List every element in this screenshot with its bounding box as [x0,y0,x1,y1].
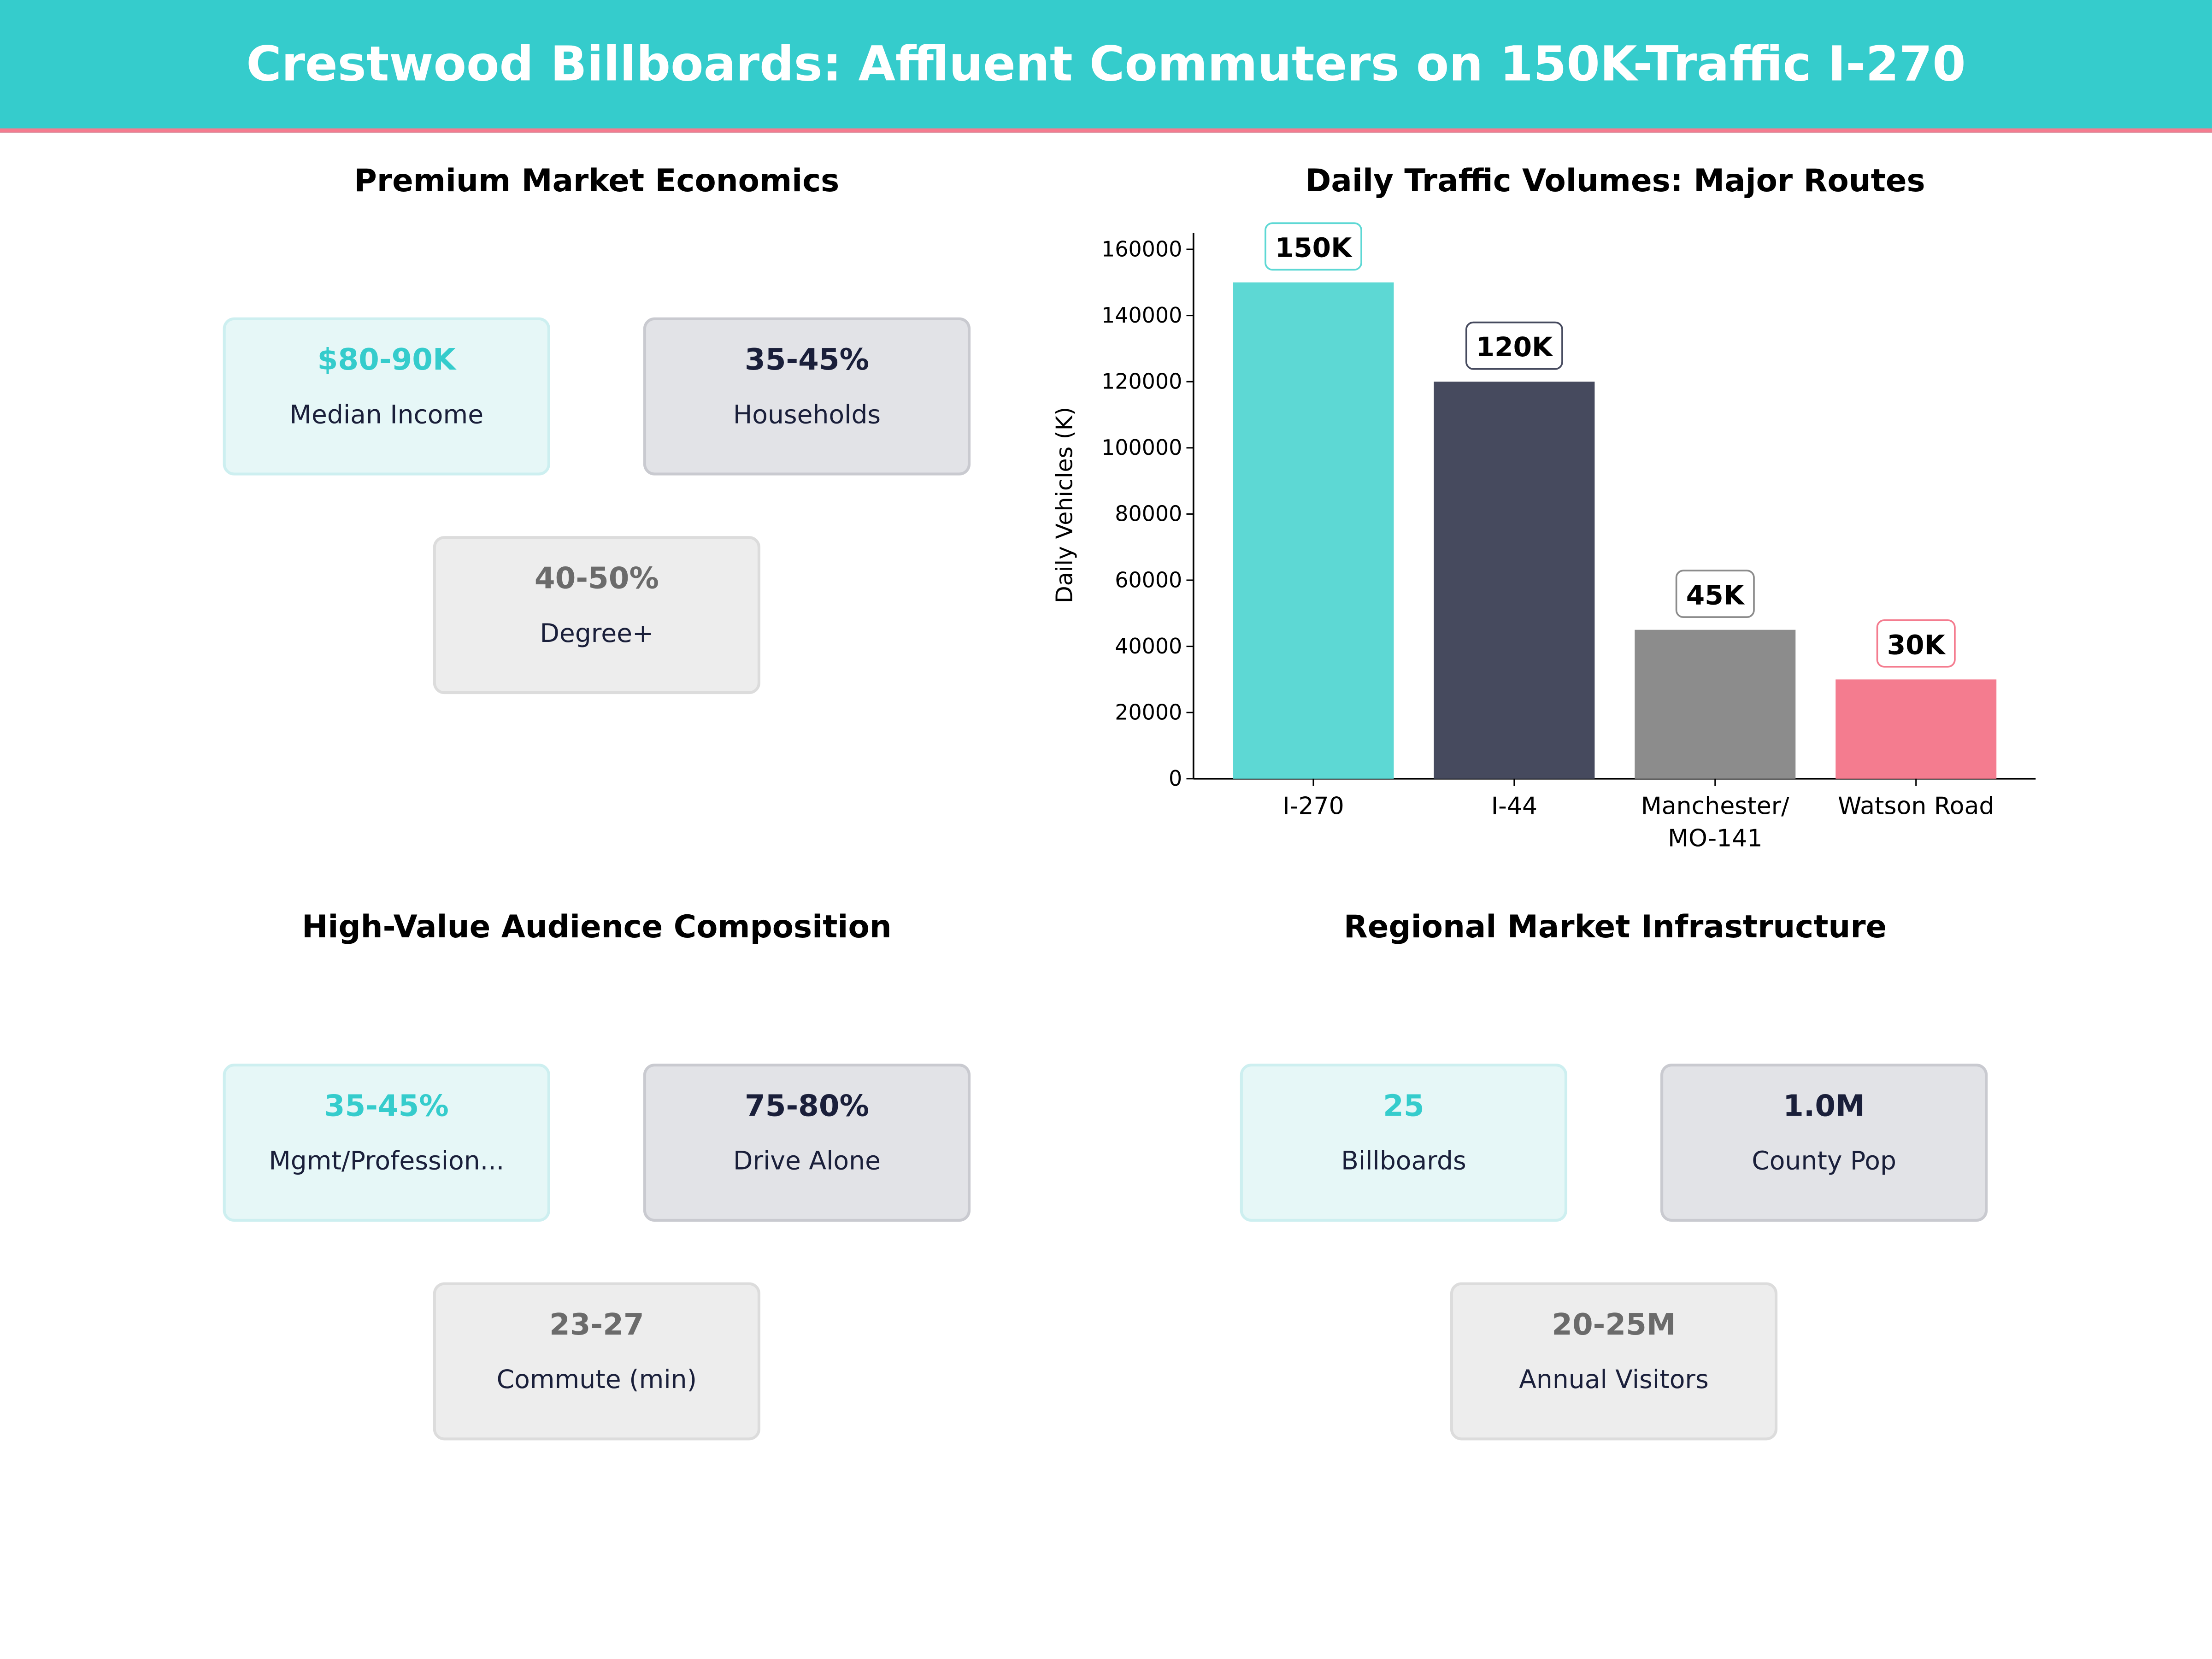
audience-title: High-Value Audience Composition [302,911,892,946]
infrastructure-title: Regional Market Infrastructure [1343,911,1887,946]
x-tick-label: I-270 [1282,792,1344,820]
metric-value: 35-45% [744,342,870,377]
metric-label: Commute (min) [496,1365,697,1395]
metric-value: 25 [1383,1089,1424,1123]
metric-card-mgmt: 35-45% Mgmt/Profession... [223,1064,550,1222]
y-tick-label: 120000 [1101,369,1182,394]
metric-card-degree: 40-50% Degree+ [433,536,760,694]
y-tick-label: 20000 [1115,700,1182,724]
y-axis-label: Daily Vehicles (K) [1052,407,1078,603]
economics-title: Premium Market Economics [354,164,840,200]
header-banner: Crestwood Billboards: Affluent Commuters… [0,0,2212,133]
metric-label: Median Income [289,400,484,430]
metric-value: 1.0M [1783,1089,1865,1123]
data-label: 45K [1686,580,1745,611]
chart-title: Daily Traffic Volumes: Major Routes [1305,164,1925,200]
y-tick-label: 160000 [1101,236,1182,261]
metric-card-households: 35-45% Households [643,317,971,476]
x-tick-label: MO-141 [1668,825,1762,853]
y-tick-label: 140000 [1101,303,1182,328]
data-label-box [1675,570,1755,618]
metric-value: 20-25M [1552,1307,1676,1342]
data-label-box [1876,619,1956,668]
data-label-box [1465,321,1563,370]
y-tick-label: 100000 [1101,435,1182,460]
x-tick-label: Manchester/ [1641,792,1789,820]
metric-card-drive-alone: 75-80% Drive Alone [643,1064,971,1222]
y-tick-label: 60000 [1115,567,1182,592]
data-label: 30K [1887,629,1946,660]
x-tick-label: Watson Road [1838,792,1994,820]
metric-label: Households [733,400,881,430]
y-tick-label: 0 [1169,766,1182,791]
metric-label: Billboards [1341,1147,1466,1177]
y-tick-label: 40000 [1115,634,1182,659]
metric-label: Drive Alone [733,1147,881,1177]
page-title: Crestwood Billboards: Affluent Commuters… [246,36,1966,93]
bar-2 [1635,629,1796,779]
metric-value: 40-50% [534,561,659,595]
y-tick-label: 80000 [1115,501,1182,526]
x-tick-label: I-44 [1491,792,1537,820]
bar-1 [1434,382,1595,779]
metric-card-billboards: 25 Billboards [1240,1064,1567,1222]
metric-card-county-pop: 1.0M County Pop [1660,1064,1988,1222]
metric-card-median-income: $80-90K Median Income [223,317,550,476]
metric-label: Degree+ [540,619,654,649]
bar-3 [1835,679,1997,779]
metric-card-visitors: 20-25M Annual Visitors [1450,1282,1778,1441]
metric-value: 23-27 [549,1307,644,1342]
metric-card-commute: 23-27 Commute (min) [433,1282,760,1441]
metric-label: Annual Visitors [1519,1365,1709,1395]
metric-value: $80-90K [317,342,456,377]
metric-value: 35-45% [324,1089,449,1123]
data-label-box [1265,222,1362,271]
data-label: 150K [1275,232,1353,264]
bar-0 [1233,282,1394,779]
metric-label: County Pop [1752,1147,1896,1177]
metric-label: Mgmt/Profession... [269,1147,505,1177]
data-label: 120K [1476,331,1553,363]
metric-value: 75-80% [744,1089,870,1123]
